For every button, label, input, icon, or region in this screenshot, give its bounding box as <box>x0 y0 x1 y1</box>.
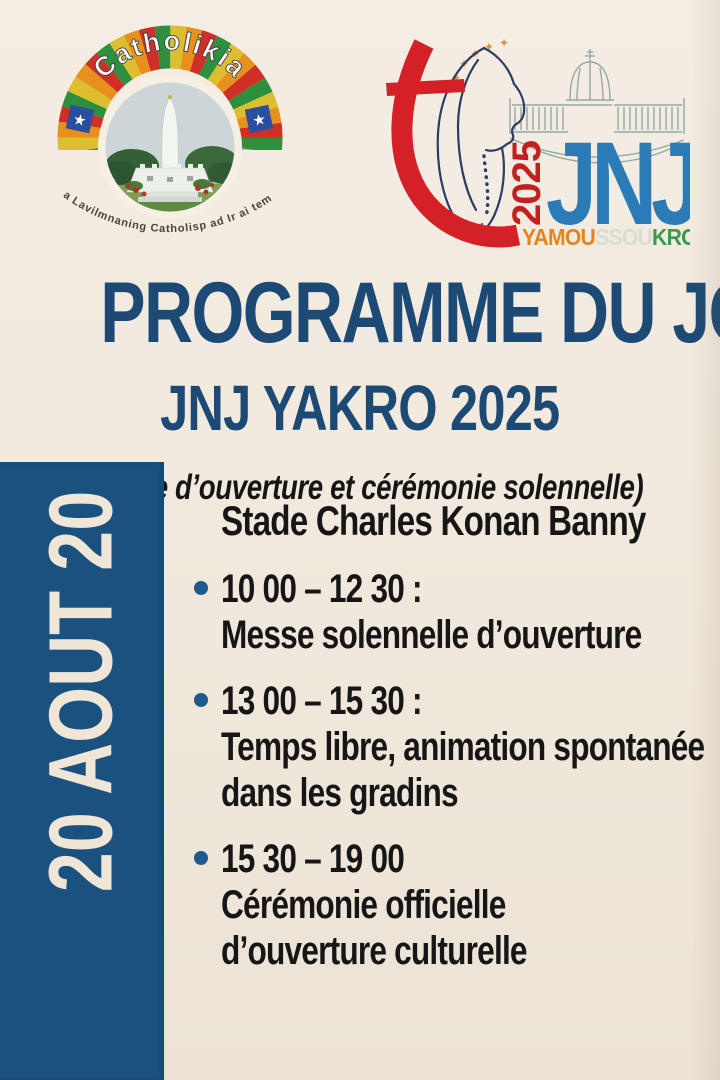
item-desc: Cérémonie officielle <box>221 883 506 927</box>
svg-text:★: ★ <box>251 110 268 130</box>
bullet-icon <box>194 851 208 865</box>
jnj-year: 2025 <box>505 140 549 226</box>
schedule-list: 10 00 – 12 30 : Messe solennelle d’ouver… <box>194 566 720 974</box>
jnj-acronym: JNJ <box>546 118 690 250</box>
item-desc: dans les gradins <box>221 771 459 815</box>
jnj-logo: ✦✦✦ ✦✦ 2025 JNJ YAMOUSSOUKRO <box>386 36 690 250</box>
bullet-icon <box>194 581 208 595</box>
svg-text:★: ★ <box>71 110 88 130</box>
photo-ring <box>98 75 242 219</box>
jnj-city: YAMOUSSOUKRO <box>522 224 690 250</box>
svg-text:✦: ✦ <box>484 40 494 54</box>
star-tile-left-icon: ★ <box>65 104 95 134</box>
red-cross-icon <box>386 39 521 248</box>
kente-arch <box>57 25 283 150</box>
item-desc: Temps libre, animation spontanée <box>221 725 705 769</box>
item-time: 13 00 – 15 30 : <box>221 679 423 723</box>
venue-title: Stade Charles Konan Banny <box>221 497 646 544</box>
date-banner-text: 20 AOUT 20 <box>31 490 132 892</box>
item-desc: d’ouverture culturelle <box>221 929 528 973</box>
page-subtitle: JNJ YAKRO 2025 <box>160 372 560 444</box>
item-time: 10 00 – 12 30 : <box>221 567 423 611</box>
page-title: PROGRAMME DU JOUR <box>100 265 720 361</box>
schedule: Stade Charles Konan Banny 10 00 – 12 30 … <box>194 497 720 994</box>
basilica-line-art <box>509 49 685 164</box>
title-block: PROGRAMME DU JOUR JNJ YAKRO 2025 (Messe … <box>0 270 720 505</box>
schedule-item: 10 00 – 12 30 : Messe solennelle d’ouver… <box>194 566 720 658</box>
schedule-item: 13 00 – 15 30 : Temps libre, animation s… <box>194 678 720 816</box>
item-time: 15 30 – 19 00 <box>221 837 405 881</box>
bullet-icon <box>194 693 208 707</box>
catholikia-logo: ★ ★ Catholikia <box>52 20 283 235</box>
svg-text:✦: ✦ <box>451 71 461 85</box>
svg-text:✦: ✦ <box>499 36 509 50</box>
item-desc: Messe solennelle d’ouverture <box>221 613 642 657</box>
star-tile-right-icon: ★ <box>244 104 274 134</box>
tagline: (Messe d’ouverture et cérémonie solennel… <box>76 468 644 507</box>
date-banner: 20 AOUT 20 <box>0 462 164 1080</box>
schedule-item: 15 30 – 19 00 Cérémonie officielle d’ouv… <box>194 836 720 974</box>
